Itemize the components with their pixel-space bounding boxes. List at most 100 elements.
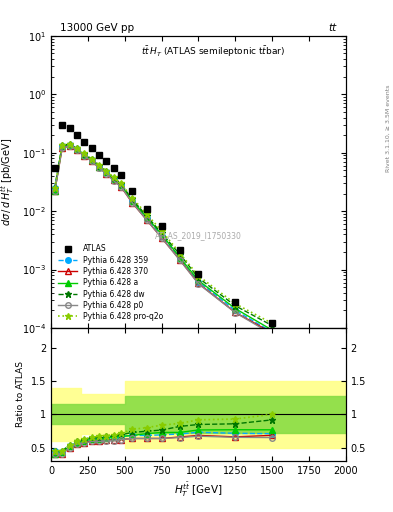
Pythia 6.428 a xyxy=(270,327,275,333)
Pythia 6.428 a xyxy=(67,142,72,148)
Pythia 6.428 a xyxy=(75,146,79,152)
Pythia 6.428 370 xyxy=(145,217,149,223)
ATLAS xyxy=(97,152,101,158)
Line: Pythia 6.428 p0: Pythia 6.428 p0 xyxy=(52,143,275,337)
Pythia 6.428 dw xyxy=(270,323,275,329)
Pythia 6.428 pro-q2o xyxy=(178,250,182,257)
ATLAS xyxy=(130,188,134,194)
Pythia 6.428 359 xyxy=(159,232,164,239)
Pythia 6.428 p0 xyxy=(82,153,86,159)
Pythia 6.428 a xyxy=(89,157,94,163)
Pythia 6.428 359 xyxy=(130,198,134,204)
Pythia 6.428 359 xyxy=(52,185,57,191)
Pythia 6.428 p0 xyxy=(178,258,182,264)
Pythia 6.428 dw xyxy=(159,230,164,236)
Pythia 6.428 359 xyxy=(145,216,149,222)
ATLAS xyxy=(159,223,164,229)
Text: ATLAS_2019_I1750330: ATLAS_2019_I1750330 xyxy=(155,231,242,240)
Line: Pythia 6.428 dw: Pythia 6.428 dw xyxy=(51,141,275,329)
Text: tt: tt xyxy=(329,23,337,33)
Pythia 6.428 a xyxy=(159,231,164,238)
Pythia 6.428 359 xyxy=(196,279,201,285)
Pythia 6.428 370 xyxy=(75,147,79,154)
Text: 13000 GeV pp: 13000 GeV pp xyxy=(60,23,134,33)
Pythia 6.428 370 xyxy=(104,170,109,177)
Pythia 6.428 pro-q2o xyxy=(60,142,64,148)
Pythia 6.428 a xyxy=(196,278,201,284)
Pythia 6.428 dw xyxy=(104,168,109,175)
Pythia 6.428 p0 xyxy=(75,147,79,154)
ATLAS xyxy=(67,125,72,132)
Pythia 6.428 359 xyxy=(75,146,79,152)
Pythia 6.428 dw xyxy=(89,156,94,162)
Y-axis label: Ratio to ATLAS: Ratio to ATLAS xyxy=(16,361,25,428)
Pythia 6.428 359 xyxy=(233,307,238,313)
Line: Pythia 6.428 370: Pythia 6.428 370 xyxy=(52,143,275,336)
Pythia 6.428 a xyxy=(60,143,64,149)
Pythia 6.428 p0 xyxy=(196,281,201,287)
Pythia 6.428 dw xyxy=(67,141,72,147)
Pythia 6.428 p0 xyxy=(159,234,164,241)
Pythia 6.428 p0 xyxy=(60,145,64,151)
Pythia 6.428 pro-q2o xyxy=(159,228,164,234)
Pythia 6.428 dw xyxy=(233,303,238,309)
Pythia 6.428 pro-q2o xyxy=(82,151,86,157)
Pythia 6.428 a xyxy=(104,169,109,176)
ATLAS xyxy=(104,158,109,164)
Pythia 6.428 359 xyxy=(97,163,101,169)
ATLAS xyxy=(111,165,116,171)
Pythia 6.428 p0 xyxy=(67,143,72,149)
ATLAS xyxy=(89,145,94,151)
Pythia 6.428 359 xyxy=(178,255,182,262)
Pythia 6.428 dw xyxy=(75,145,79,151)
ATLAS xyxy=(178,246,182,252)
Pythia 6.428 a xyxy=(119,182,123,188)
Line: ATLAS: ATLAS xyxy=(51,121,275,327)
Pythia 6.428 dw xyxy=(60,142,64,148)
Pythia 6.428 p0 xyxy=(111,178,116,184)
Line: Pythia 6.428 359: Pythia 6.428 359 xyxy=(52,142,275,335)
Pythia 6.428 dw xyxy=(119,181,123,187)
ATLAS xyxy=(270,321,275,327)
Pythia 6.428 370 xyxy=(97,164,101,170)
Pythia 6.428 pro-q2o xyxy=(196,273,201,279)
Pythia 6.428 359 xyxy=(119,182,123,188)
ATLAS xyxy=(60,122,64,128)
Pythia 6.428 370 xyxy=(89,158,94,164)
Pythia 6.428 pro-q2o xyxy=(130,195,134,201)
Pythia 6.428 359 xyxy=(111,176,116,182)
Pythia 6.428 359 xyxy=(82,152,86,158)
Pythia 6.428 dw xyxy=(97,163,101,169)
Pythia 6.428 dw xyxy=(178,251,182,258)
Pythia 6.428 359 xyxy=(104,169,109,176)
Pythia 6.428 p0 xyxy=(130,200,134,206)
Text: $t\bar{t}\,H_T$ (ATLAS semileptonic t$\bar{t}$bar): $t\bar{t}\,H_T$ (ATLAS semileptonic t$\b… xyxy=(141,45,285,59)
Pythia 6.428 a xyxy=(233,306,238,312)
Pythia 6.428 pro-q2o xyxy=(52,185,57,191)
Text: Rivet 3.1.10, ≥ 3.5M events: Rivet 3.1.10, ≥ 3.5M events xyxy=(386,84,391,172)
Pythia 6.428 p0 xyxy=(270,331,275,337)
Pythia 6.428 370 xyxy=(270,330,275,336)
Pythia 6.428 p0 xyxy=(145,217,149,223)
X-axis label: $H_T^{t\bar{t}}$ [GeV]: $H_T^{t\bar{t}}$ [GeV] xyxy=(174,481,223,500)
Pythia 6.428 370 xyxy=(178,257,182,263)
Pythia 6.428 p0 xyxy=(97,165,101,171)
Pythia 6.428 dw xyxy=(145,213,149,219)
Pythia 6.428 359 xyxy=(89,157,94,163)
ATLAS xyxy=(52,165,57,171)
ATLAS xyxy=(75,132,79,138)
ATLAS xyxy=(82,139,86,145)
Pythia 6.428 359 xyxy=(67,142,72,148)
Pythia 6.428 370 xyxy=(111,177,116,183)
Pythia 6.428 a xyxy=(52,188,57,194)
ATLAS xyxy=(145,206,149,212)
Pythia 6.428 370 xyxy=(119,184,123,190)
Pythia 6.428 a xyxy=(111,176,116,182)
Pythia 6.428 pro-q2o xyxy=(233,301,238,307)
Pythia 6.428 pro-q2o xyxy=(104,168,109,174)
Pythia 6.428 p0 xyxy=(104,171,109,177)
Pythia 6.428 370 xyxy=(159,234,164,241)
Pythia 6.428 a xyxy=(145,215,149,221)
Pythia 6.428 a xyxy=(178,254,182,261)
Pythia 6.428 370 xyxy=(130,200,134,206)
